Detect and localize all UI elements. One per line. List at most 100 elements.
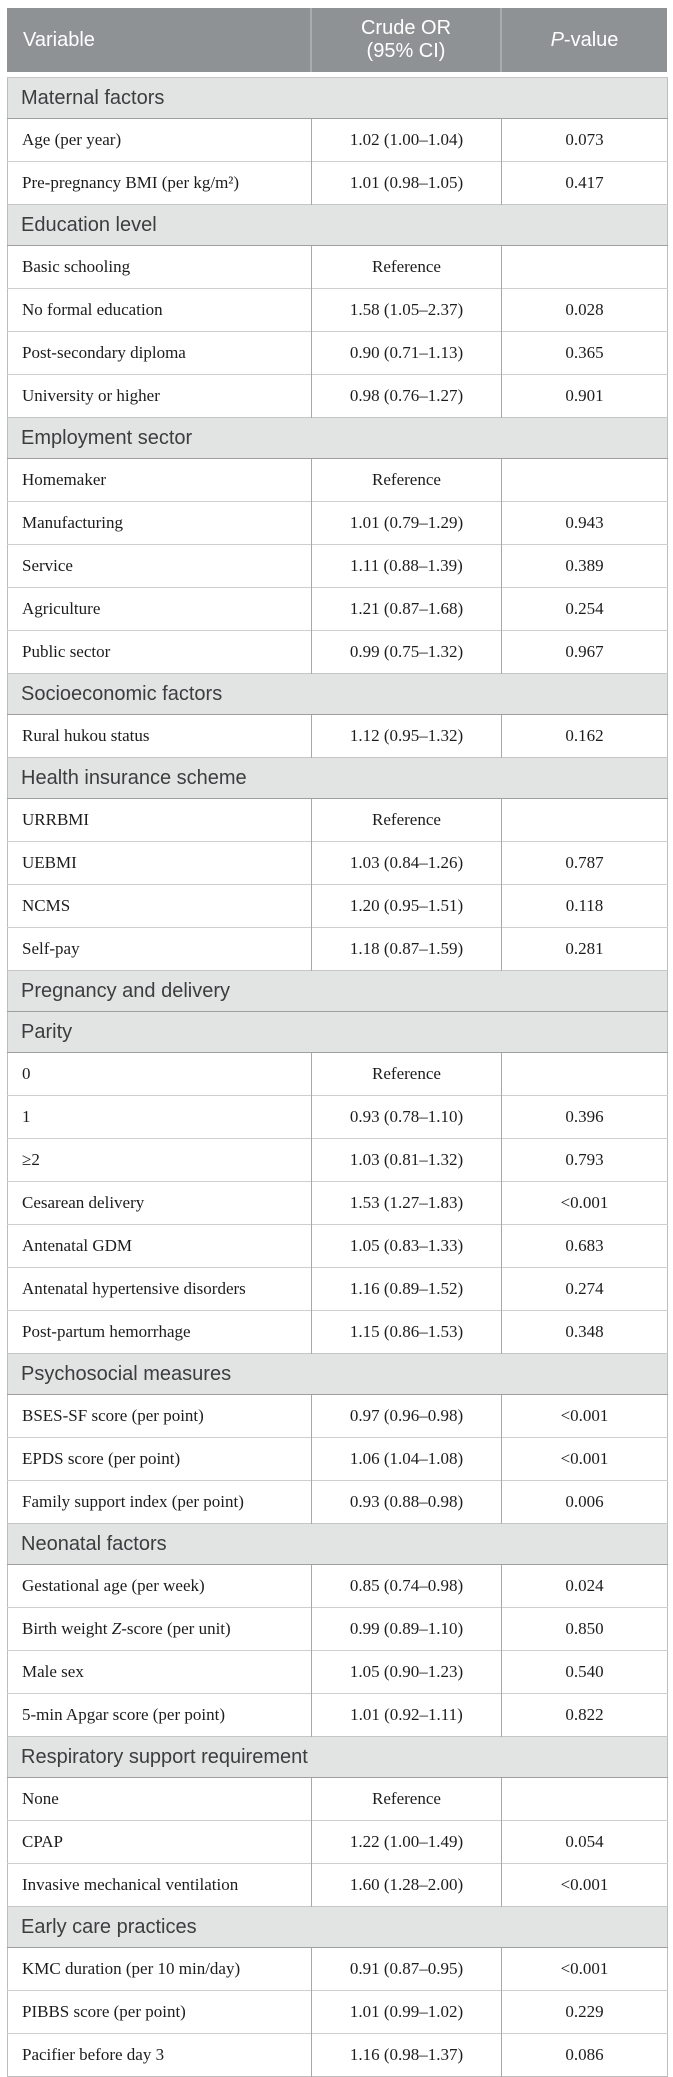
or-ci-cell: Reference bbox=[311, 1777, 502, 1821]
section-title: Employment sector bbox=[7, 417, 668, 459]
p-value-cell: 0.118 bbox=[500, 884, 668, 928]
or-ci-cell: 1.06 (1.04–1.08) bbox=[311, 1437, 502, 1481]
table-row: Manufacturing 1.01 (0.79–1.29) 0.943 bbox=[7, 501, 668, 545]
p-value-cell: 0.822 bbox=[500, 1693, 668, 1737]
table-row: 1 0.93 (0.78–1.10) 0.396 bbox=[7, 1095, 668, 1139]
p-value-cell: 0.348 bbox=[500, 1310, 668, 1354]
p-value-cell: 0.787 bbox=[500, 841, 668, 885]
variable-cell: URRBMI bbox=[7, 798, 312, 842]
variable-cell: PIBBS score (per point) bbox=[7, 1990, 312, 2034]
table-row: Public sector 0.99 (0.75–1.32) 0.967 bbox=[7, 630, 668, 674]
table-row: 0 Reference bbox=[7, 1052, 668, 1096]
or-ci-cell: 0.93 (0.78–1.10) bbox=[311, 1095, 502, 1139]
section-header-row: Employment sector bbox=[7, 417, 668, 459]
p-value-cell: <0.001 bbox=[500, 1863, 668, 1907]
p-value-cell bbox=[500, 1052, 668, 1096]
p-value-cell: 0.229 bbox=[500, 1990, 668, 2034]
table-row: KMC duration (per 10 min/day) 0.91 (0.87–… bbox=[7, 1947, 668, 1991]
table-row: PIBBS score (per point) 1.01 (0.99–1.02) 0… bbox=[7, 1990, 668, 2034]
or-ci-cell: 0.99 (0.75–1.32) bbox=[311, 630, 502, 674]
variable-text-pre: Birth weight bbox=[22, 1619, 112, 1638]
p-value-cell: <0.001 bbox=[500, 1394, 668, 1438]
or-ci-cell: 1.03 (0.84–1.26) bbox=[311, 841, 502, 885]
or-ci-cell: 1.01 (0.79–1.29) bbox=[311, 501, 502, 545]
variable-cell: No formal education bbox=[7, 288, 312, 332]
or-ci-cell: 1.11 (0.88–1.39) bbox=[311, 544, 502, 588]
p-value-cell: 0.793 bbox=[500, 1138, 668, 1182]
or-ci-cell: 1.21 (0.87–1.68) bbox=[311, 587, 502, 631]
table-row: Homemaker Reference bbox=[7, 458, 668, 502]
p-value-cell: 0.540 bbox=[500, 1650, 668, 1694]
section-header-row: Socioeconomic factors bbox=[7, 673, 668, 715]
table-row: Service 1.11 (0.88–1.39) 0.389 bbox=[7, 544, 668, 588]
variable-cell: EPDS score (per point) bbox=[7, 1437, 312, 1481]
p-value-cell bbox=[500, 458, 668, 502]
section-title: Parity bbox=[7, 1011, 668, 1053]
table-row: BSES-SF score (per point) 0.97 (0.96–0.98… bbox=[7, 1394, 668, 1438]
column-header-crude-or: Crude OR (95% CI) bbox=[310, 8, 501, 72]
table-row: EPDS score (per point) 1.06 (1.04–1.08) <0… bbox=[7, 1437, 668, 1481]
p-value-cell: <0.001 bbox=[500, 1947, 668, 1991]
p-value-cell: 0.254 bbox=[500, 587, 668, 631]
or-ci-cell: 1.01 (0.98–1.05) bbox=[311, 161, 502, 205]
variable-cell: Public sector bbox=[7, 630, 312, 674]
section-title: Pregnancy and delivery bbox=[7, 970, 668, 1012]
p-value-cell: 0.086 bbox=[500, 2033, 668, 2077]
table-body-rows: Maternal factors Age (per year) 1.02 (1.00… bbox=[7, 77, 668, 2077]
or-ci-cell: 0.97 (0.96–0.98) bbox=[311, 1394, 502, 1438]
variable-cell: None bbox=[7, 1777, 312, 1821]
section-header-row: Health insurance scheme bbox=[7, 757, 668, 799]
or-ci-cell: 1.02 (1.00–1.04) bbox=[311, 118, 502, 162]
or-ci-cell: 0.93 (0.88–0.98) bbox=[311, 1480, 502, 1524]
variable-cell: Male sex bbox=[7, 1650, 312, 1694]
section-header-row: Neonatal factors bbox=[7, 1523, 668, 1565]
table-row: Gestational age (per week) 0.85 (0.74–0.9… bbox=[7, 1564, 668, 1608]
table-row: Agriculture 1.21 (0.87–1.68) 0.254 bbox=[7, 587, 668, 631]
table-row: NCMS 1.20 (0.95–1.51) 0.118 bbox=[7, 884, 668, 928]
variable-cell: UEBMI bbox=[7, 841, 312, 885]
p-value-cell: <0.001 bbox=[500, 1437, 668, 1481]
variable-cell: Family support index (per point) bbox=[7, 1480, 312, 1524]
variable-cell: Rural hukou status bbox=[7, 714, 312, 758]
or-ci-cell: 1.15 (0.86–1.53) bbox=[311, 1310, 502, 1354]
section-title: Health insurance scheme bbox=[7, 757, 668, 799]
p-value-cell: 0.683 bbox=[500, 1224, 668, 1268]
variable-cell: Pacifier before day 3 bbox=[7, 2033, 312, 2077]
variable-cell: Birth weight Z-score (per unit) bbox=[7, 1607, 312, 1651]
table-body: Maternal factors Age (per year) 1.02 (1.00… bbox=[7, 77, 669, 2077]
variable-cell: CPAP bbox=[7, 1820, 312, 1864]
variable-cell: University or higher bbox=[7, 374, 312, 418]
or-ci-cell: 0.98 (0.76–1.27) bbox=[311, 374, 502, 418]
or-ci-cell: 1.01 (0.99–1.02) bbox=[311, 1990, 502, 2034]
or-ci-cell: 1.12 (0.95–1.32) bbox=[311, 714, 502, 758]
table-row: University or higher 0.98 (0.76–1.27) 0.90… bbox=[7, 374, 668, 418]
section-header-row: Maternal factors bbox=[7, 77, 668, 119]
or-ci-cell: 1.05 (0.83–1.33) bbox=[311, 1224, 502, 1268]
variable-cell: KMC duration (per 10 min/day) bbox=[7, 1947, 312, 1991]
p-value-cell: 0.943 bbox=[500, 501, 668, 545]
variable-cell: 1 bbox=[7, 1095, 312, 1139]
p-value-cell: 0.850 bbox=[500, 1607, 668, 1651]
or-ci-cell: Reference bbox=[311, 458, 502, 502]
p-value-cell: 0.162 bbox=[500, 714, 668, 758]
variable-cell: 5-min Apgar score (per point) bbox=[7, 1693, 312, 1737]
p-value-cell bbox=[500, 798, 668, 842]
table-row: Cesarean delivery 1.53 (1.27–1.83) <0.001 bbox=[7, 1181, 668, 1225]
section-title: Neonatal factors bbox=[7, 1523, 668, 1565]
table-row: CPAP 1.22 (1.00–1.49) 0.054 bbox=[7, 1820, 668, 1864]
variable-cell: Antenatal hypertensive disorders bbox=[7, 1267, 312, 1311]
p-value-cell: 0.967 bbox=[500, 630, 668, 674]
variable-cell: Gestational age (per week) bbox=[7, 1564, 312, 1608]
p-value-cell: 0.417 bbox=[500, 161, 668, 205]
section-title: Early care practices bbox=[7, 1906, 668, 1948]
or-ci-cell: 1.03 (0.81–1.32) bbox=[311, 1138, 502, 1182]
variable-cell: Manufacturing bbox=[7, 501, 312, 545]
variable-text-italic: Z bbox=[111, 1619, 122, 1638]
variable-cell: Self-pay bbox=[7, 927, 312, 971]
header-row: Variable Crude OR (95% CI) P-value bbox=[7, 8, 667, 72]
or-ci-cell: Reference bbox=[311, 1052, 502, 1096]
variable-cell: Homemaker bbox=[7, 458, 312, 502]
p-value-rest: -value bbox=[563, 28, 619, 51]
crude-or-table: Variable Crude OR (95% CI) P-value Mater… bbox=[7, 8, 669, 2077]
crude-or-line1: Crude OR bbox=[360, 17, 452, 39]
